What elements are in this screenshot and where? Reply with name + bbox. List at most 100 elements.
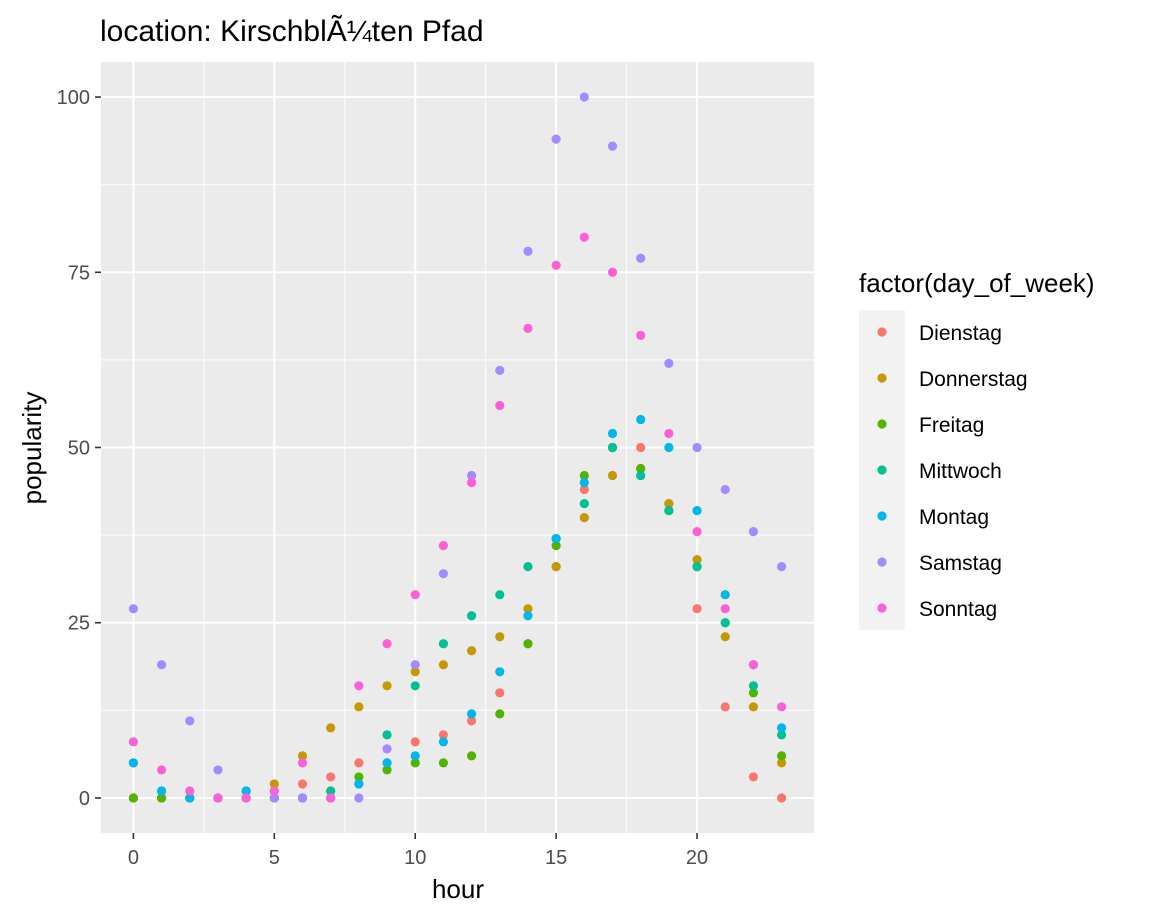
point-mittwoch [438, 639, 449, 649]
point-donnerstag [354, 702, 364, 712]
point-samstag [748, 527, 759, 537]
point-freitag [438, 758, 449, 768]
y-axis: 0 25 50 75 100 [57, 87, 101, 810]
point-samstag [354, 793, 364, 803]
x-tick-label: 20 [686, 847, 708, 869]
point-freitag [354, 772, 364, 782]
point-samstag [636, 253, 646, 263]
legend-key-samstag [877, 557, 887, 567]
point-montag [776, 723, 787, 733]
point-sonntag [495, 400, 505, 411]
point-montag [523, 611, 533, 621]
point-freitag [410, 758, 420, 768]
point-samstag [720, 484, 730, 495]
point-dienstag [720, 702, 730, 712]
legend-key-mittwoch [877, 465, 887, 475]
point-donnerstag [664, 498, 674, 509]
point-sonntag [776, 702, 787, 712]
point-mittwoch [579, 498, 589, 509]
point-sonntag [523, 323, 533, 333]
point-montag [185, 793, 195, 803]
point-dienstag [748, 772, 759, 782]
point-donnerstag [466, 646, 477, 656]
point-montag [466, 709, 477, 719]
x-tick-label: 5 [269, 847, 280, 869]
point-montag [156, 786, 167, 796]
point-mittwoch [523, 562, 533, 572]
y-axis-title: popularity [17, 392, 47, 505]
point-samstag [269, 793, 279, 803]
point-montag [692, 505, 702, 516]
point-montag [551, 534, 561, 544]
legend: factor(day_of_week) Dienstag Donnerstag Fr… [859, 268, 1095, 630]
point-montag [495, 667, 505, 677]
point-samstag [692, 442, 702, 453]
point-sonntag [269, 786, 279, 796]
legend-key-freitag [877, 419, 887, 429]
chart-title: location: KirschblÃ¼ten Pfad [100, 14, 484, 48]
point-sonntag [579, 232, 589, 242]
y-tick-label: 75 [68, 262, 90, 284]
point-mittwoch [326, 786, 336, 796]
point-mittwoch [466, 611, 477, 621]
point-freitag [748, 688, 759, 698]
point-sonntag [664, 428, 674, 439]
point-montag [438, 737, 449, 747]
point-dienstag [297, 779, 308, 789]
point-dienstag [692, 604, 702, 614]
point-sonntag [382, 639, 392, 649]
y-tick-label: 0 [79, 788, 90, 810]
point-freitag [523, 639, 533, 649]
point-samstag [410, 660, 420, 670]
point-montag [410, 751, 420, 761]
y-tick-label: 100 [57, 87, 90, 109]
point-sonntag [213, 793, 223, 803]
legend-key-sonntag [877, 603, 887, 613]
data-points [128, 92, 787, 803]
legend-key-donnerstag [877, 373, 887, 383]
point-freitag [466, 751, 477, 761]
legend-label-sonntag: Sonntag [919, 598, 997, 621]
point-montag [382, 758, 392, 768]
point-donnerstag [382, 681, 392, 691]
legend-title: factor(day_of_week) [859, 268, 1095, 298]
point-sonntag [185, 786, 195, 796]
point-sonntag [354, 681, 364, 691]
point-samstag [213, 765, 223, 775]
point-sonntag [607, 267, 618, 277]
point-samstag [438, 569, 449, 579]
point-freitag [551, 541, 561, 551]
point-montag [607, 428, 618, 439]
point-donnerstag [607, 470, 618, 481]
point-donnerstag [269, 779, 279, 789]
point-sonntag [156, 765, 167, 775]
point-samstag [156, 660, 167, 670]
point-samstag [466, 470, 477, 481]
point-montag [579, 477, 589, 488]
point-freitag [156, 793, 167, 803]
point-dienstag [636, 442, 646, 453]
point-sonntag [551, 260, 561, 270]
point-freitag [776, 751, 787, 761]
point-donnerstag [438, 660, 449, 670]
point-sonntag [748, 660, 759, 670]
point-dienstag [579, 484, 589, 495]
point-mittwoch [776, 730, 787, 740]
x-axis: 0 5 10 15 20 [128, 833, 708, 869]
point-dienstag [438, 730, 449, 740]
point-donnerstag [776, 758, 787, 768]
point-sonntag [720, 604, 730, 614]
major-gridlines [101, 62, 814, 833]
point-mittwoch [664, 505, 674, 516]
y-tick-label: 25 [68, 613, 90, 635]
point-sonntag [297, 758, 308, 768]
point-freitag [128, 793, 139, 803]
point-freitag [495, 709, 505, 719]
point-samstag [551, 134, 561, 144]
point-dienstag [326, 772, 336, 782]
point-samstag [776, 562, 787, 572]
point-samstag [185, 716, 195, 726]
y-tick-label: 50 [68, 438, 90, 460]
point-donnerstag [297, 751, 308, 761]
point-mittwoch [720, 618, 730, 628]
